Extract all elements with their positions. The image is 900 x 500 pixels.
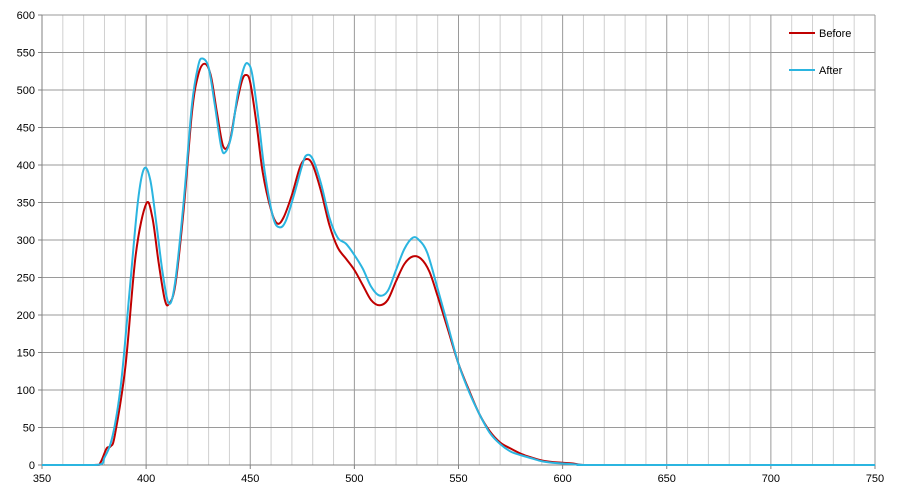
x-tick-label: 650 <box>658 473 676 485</box>
y-tick-label: 300 <box>17 235 35 247</box>
y-tick-label: 0 <box>29 460 35 472</box>
x-tick-label: 400 <box>137 473 155 485</box>
y-tick-label: 400 <box>17 160 35 172</box>
y-tick-label: 350 <box>17 198 35 210</box>
x-tick-labels: 350 400 450 500 550 600 650 700 750 <box>33 473 884 485</box>
y-tick-label: 50 <box>23 423 35 435</box>
x-tick-label: 700 <box>762 473 780 485</box>
x-tick-label: 550 <box>449 473 467 485</box>
y-tick-label: 100 <box>17 385 35 397</box>
x-tick-label: 450 <box>241 473 259 485</box>
x-tick-label: 750 <box>866 473 884 485</box>
y-tick-labels: 0 50 100 150 200 250 300 350 400 450 500 550 600 <box>17 10 35 472</box>
series-layer <box>42 57 875 467</box>
legend-label-before: Before <box>819 28 851 40</box>
axes <box>38 14 876 469</box>
x-tick-label: 600 <box>553 473 571 485</box>
y-tick-label: 550 <box>17 48 35 60</box>
x-tick-label: 350 <box>33 473 51 485</box>
y-tick-label: 250 <box>17 273 35 285</box>
y-tick-label: 150 <box>17 348 35 360</box>
series-line-after <box>42 57 875 467</box>
y-tick-label: 200 <box>17 310 35 322</box>
y-tick-label: 450 <box>17 123 35 135</box>
x-tick-label: 500 <box>345 473 363 485</box>
legend: Before After <box>789 28 851 77</box>
y-tick-label: 600 <box>17 10 35 22</box>
y-tick-label: 500 <box>17 85 35 97</box>
legend-label-after: After <box>819 65 843 77</box>
